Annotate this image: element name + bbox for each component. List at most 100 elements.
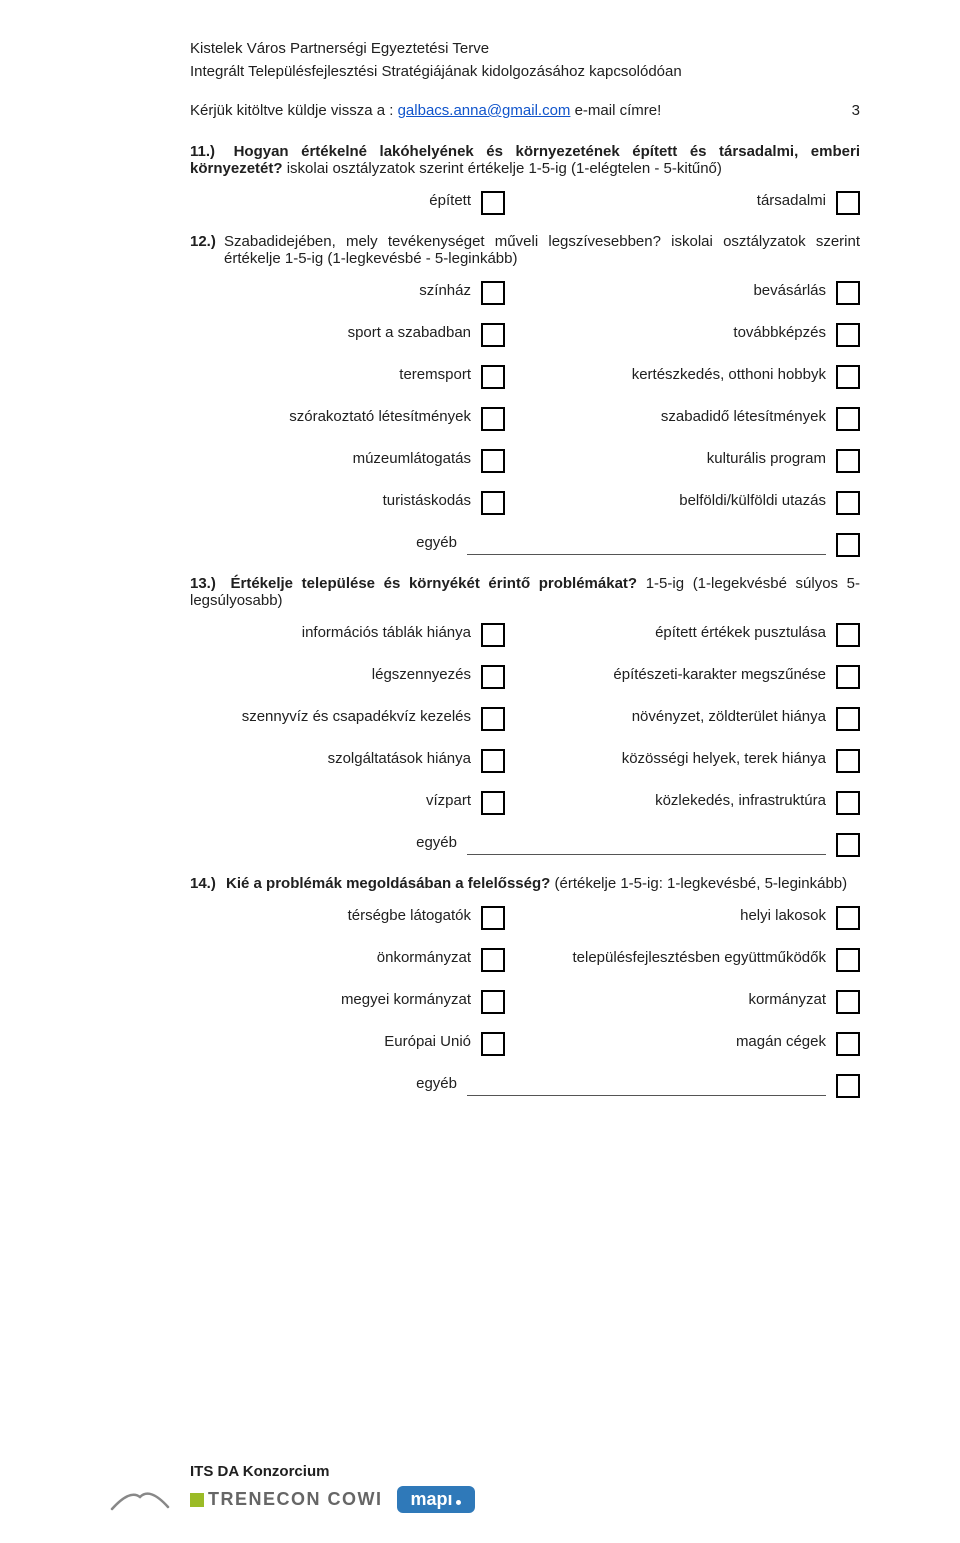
pair-label-right: belföldi/külföldi utazás [679, 491, 836, 511]
q14-egyeb-label: egyéb [190, 1074, 467, 1094]
pair-label-left: légszennyezés [372, 665, 481, 685]
trenecon-text: TRENECON COWI [208, 1489, 383, 1510]
rating-box[interactable] [836, 833, 860, 857]
rating-box[interactable] [481, 281, 505, 305]
q11-number: 11.) [190, 143, 215, 160]
rating-box[interactable] [481, 365, 505, 389]
question-11: 11.) Hogyan értékelné lakóhelyének és kö… [190, 143, 860, 215]
rating-box[interactable] [836, 1074, 860, 1098]
question-14: 14.) Kié a problémák megoldásában a fele… [190, 875, 860, 1098]
pair-label-left: színház [419, 281, 481, 301]
pair-label-left: megyei kormányzat [341, 990, 481, 1010]
pair-row: múzeumlátogatás kulturális program [190, 449, 860, 473]
pair-label-right: szabadidő létesítmények [661, 407, 836, 427]
pair-label-right: bevásárlás [753, 281, 836, 301]
rating-box[interactable] [481, 749, 505, 773]
pair-label-right: építészeti-karakter megszűnése [613, 665, 836, 685]
mapi-logo: mapı [397, 1486, 475, 1513]
q13-bold: Értékelje települése és környékét érintő… [230, 575, 637, 592]
pair-label-right: közösségi helyek, terek hiánya [622, 749, 836, 769]
pair-row: önkormányzattelepülésfejlesztésben együt… [190, 948, 860, 972]
pair-label-left: Európai Unió [384, 1032, 481, 1052]
q11-left-label: épített [429, 191, 481, 211]
rating-box[interactable] [836, 948, 860, 972]
q14-bold: Kié a problémák megoldásában a felelőssé… [226, 875, 550, 892]
page-footer: ITS DA Konzorcium TRENECON COWI mapı [110, 1463, 475, 1513]
q13-number: 13.) [190, 575, 216, 592]
rating-box[interactable] [836, 749, 860, 773]
rating-box[interactable] [836, 449, 860, 473]
rating-box[interactable] [836, 281, 860, 305]
rating-box[interactable] [836, 707, 860, 731]
pair-row: turistáskodás belföldi/külföldi utazás [190, 491, 860, 515]
q14-number: 14.) [190, 875, 216, 892]
rating-box[interactable] [836, 191, 860, 215]
mapi-text: mapı [411, 1489, 453, 1510]
rating-box[interactable] [836, 791, 860, 815]
rating-box[interactable] [836, 491, 860, 515]
pair-label-left: önkormányzat [377, 948, 481, 968]
pair-row: színház bevásárlás [190, 281, 860, 305]
rating-box[interactable] [836, 990, 860, 1014]
q14-egyeb-line[interactable] [467, 1074, 826, 1096]
rating-box[interactable] [481, 491, 505, 515]
rating-box[interactable] [836, 906, 860, 930]
trenecon-square-icon [190, 1493, 204, 1507]
rating-box[interactable] [836, 533, 860, 557]
pair-label-left: információs táblák hiánya [302, 623, 481, 643]
pair-label-left: szolgáltatások hiánya [328, 749, 481, 769]
q12-egyeb-line[interactable] [467, 533, 826, 555]
pair-row: információs táblák hiányaépített értékek… [190, 623, 860, 647]
footer-its: ITS DA Konzorcium [190, 1463, 475, 1480]
rating-box[interactable] [481, 665, 505, 689]
q14-plain: (értékelje 1-5-ig: 1-legkevésbé, 5-legin… [550, 875, 847, 892]
rating-box[interactable] [836, 365, 860, 389]
pair-label-right: közlekedés, infrastruktúra [655, 791, 836, 811]
q11-plain: iskolai osztályzatok szerint értékelje 1… [283, 160, 722, 177]
q13-egyeb-line[interactable] [467, 833, 826, 855]
document-header: Kistelek Város Partnerségi Egyeztetési T… [190, 40, 860, 80]
instruction-email[interactable]: galbacs.anna@gmail.com [398, 102, 571, 119]
rating-box[interactable] [481, 449, 505, 473]
rating-box[interactable] [481, 948, 505, 972]
pair-label-left: turistáskodás [383, 491, 481, 511]
rating-box[interactable] [481, 707, 505, 731]
pair-row: sport a szabadbantovábbképzés [190, 323, 860, 347]
rating-box[interactable] [836, 1032, 860, 1056]
pair-label-left: sport a szabadban [348, 323, 481, 343]
pair-label-left: szórakoztató létesítmények [289, 407, 481, 427]
bird-icon [110, 1483, 170, 1513]
q13-egyeb-label: egyéb [190, 833, 467, 853]
rating-box[interactable] [481, 191, 505, 215]
question-13: 13.) Értékelje települése és környékét é… [190, 575, 860, 857]
q12-egyeb-label: egyéb [190, 533, 467, 553]
pair-label-right: kulturális program [707, 449, 836, 469]
pair-label-left: múzeumlátogatás [353, 449, 481, 469]
pair-row: térségbe látogatókhelyi lakosok [190, 906, 860, 930]
header-line2: Integrált Településfejlesztési Stratégiá… [190, 63, 860, 80]
pair-label-right: kormányzat [748, 990, 836, 1010]
instruction-pre: Kérjük kitöltve küldje vissza a : [190, 102, 398, 119]
pair-row: teremsport kertészkedés, otthoni hobbyk [190, 365, 860, 389]
rating-box[interactable] [836, 407, 860, 431]
rating-box[interactable] [481, 1032, 505, 1056]
pair-row: megyei kormányzat kormányzat [190, 990, 860, 1014]
rating-box[interactable] [836, 323, 860, 347]
page-number: 3 [852, 102, 860, 119]
rating-box[interactable] [836, 665, 860, 689]
instruction-post: e-mail címre! [570, 102, 661, 119]
rating-box[interactable] [481, 623, 505, 647]
instruction-line: Kérjük kitöltve küldje vissza a : galbac… [190, 102, 860, 119]
header-line1: Kistelek Város Partnerségi Egyeztetési T… [190, 40, 860, 57]
rating-box[interactable] [481, 791, 505, 815]
q12-number: 12.) [190, 233, 224, 250]
rating-box[interactable] [481, 906, 505, 930]
pair-label-right: növényzet, zöldterület hiánya [632, 707, 836, 727]
pair-label-left: teremsport [399, 365, 481, 385]
q12-bold: Szabadidejében, mely tevékenységet művel… [224, 233, 661, 250]
rating-box[interactable] [481, 323, 505, 347]
rating-box[interactable] [836, 623, 860, 647]
rating-box[interactable] [481, 407, 505, 431]
rating-box[interactable] [481, 990, 505, 1014]
pair-label-right: kertészkedés, otthoni hobbyk [632, 365, 836, 385]
